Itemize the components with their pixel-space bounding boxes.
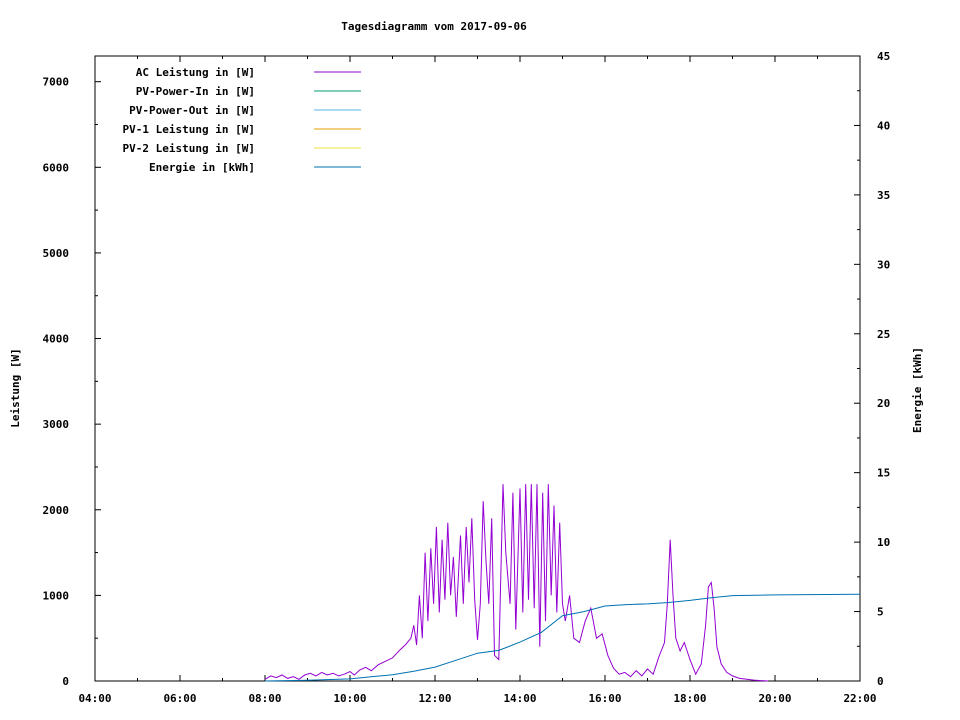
y-axis-label: Leistung [W] [9, 348, 22, 427]
x-tick-label: 08:00 [248, 692, 281, 705]
y2-tick-label: 10 [877, 536, 890, 549]
axis-ticks: 04:00 06:00 08:00 10:00 12:00 14:00 16:00 18:00… [43, 50, 891, 705]
y-tick-label: 3000 [43, 418, 70, 431]
x-tick-label: 12:00 [418, 692, 451, 705]
y2-tick-label: 0 [877, 675, 884, 688]
x-tick-label: 18:00 [673, 692, 706, 705]
legend-label: PV-2 Leistung in [W] [123, 142, 255, 155]
y-tick-label: 6000 [43, 161, 70, 174]
series-layer [264, 484, 861, 682]
y2-tick-label: 30 [877, 258, 890, 271]
y-tick-label: 0 [62, 675, 69, 688]
x-tick-label: 16:00 [588, 692, 621, 705]
y2-tick-label: 40 [877, 119, 890, 132]
legend-label: Energie in [kWh] [149, 161, 255, 174]
y2-tick-label: 15 [877, 467, 890, 480]
x-tick-label: 04:00 [78, 692, 111, 705]
y2-tick-label: 20 [877, 397, 890, 410]
series-line-5 [264, 593, 861, 682]
series-line-0 [264, 484, 768, 682]
y2-axis-label: Energie [kWh] [911, 347, 924, 433]
x-tick-label: 06:00 [163, 692, 196, 705]
y-axis-label-group: Leistung [W] [9, 348, 22, 427]
legend-label: AC Leistung in [W] [136, 66, 255, 79]
y2-tick-label: 25 [877, 328, 890, 341]
y2-tick-label: 45 [877, 50, 890, 63]
x-tick-label: 22:00 [843, 692, 876, 705]
y-tick-label: 2000 [43, 504, 70, 517]
legend-label: PV-Power-Out in [W] [129, 104, 255, 117]
y2-tick-label: 5 [877, 606, 884, 619]
y2-tick-label: 35 [877, 189, 890, 202]
legend: AC Leistung in [W] PV-Power-In in [W] PV-P… [123, 66, 361, 174]
y-tick-label: 1000 [43, 589, 70, 602]
chart-title: Tagesdiagramm vom 2017-09-06 [341, 20, 527, 33]
legend-label: PV-1 Leistung in [W] [123, 123, 255, 136]
x-tick-label: 20:00 [758, 692, 791, 705]
y2-axis-label-group: Energie [kWh] [911, 347, 924, 433]
y-tick-label: 5000 [43, 247, 70, 260]
x-tick-label: 10:00 [333, 692, 366, 705]
y-tick-label: 7000 [43, 76, 70, 89]
legend-label: PV-Power-In in [W] [136, 85, 255, 98]
y-tick-label: 4000 [43, 333, 70, 346]
x-tick-label: 14:00 [503, 692, 536, 705]
